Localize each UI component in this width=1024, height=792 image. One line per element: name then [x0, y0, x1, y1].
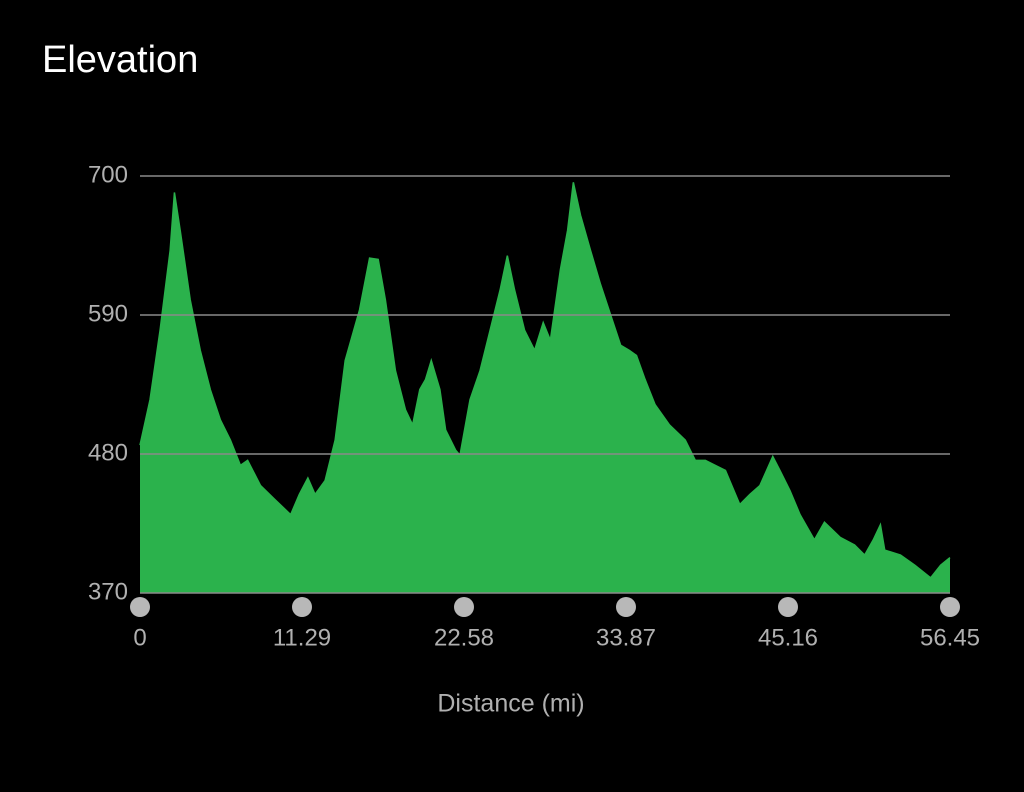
- x-tick-label: 33.87: [596, 624, 656, 651]
- x-tick-dot: [778, 597, 798, 617]
- chart-title: Elevation: [42, 39, 198, 81]
- x-tick-dot: [454, 597, 474, 617]
- y-tick-label: 590: [88, 300, 128, 327]
- x-tick-dot: [292, 597, 312, 617]
- y-tick-label: 700: [88, 161, 128, 188]
- area-fill: [140, 182, 950, 593]
- x-tick-label: 45.16: [758, 624, 818, 651]
- x-tick-label: 22.58: [434, 624, 494, 651]
- x-tick-label: 0: [133, 624, 146, 651]
- y-tick-label: 370: [88, 578, 128, 605]
- x-axis-label: Distance (mi): [437, 690, 584, 718]
- area-line: [139, 182, 951, 579]
- x-tick-label: 11.29: [273, 624, 331, 651]
- x-tick-label: 56.45: [920, 624, 980, 651]
- x-tick-dot: [940, 597, 960, 617]
- x-tick-dot: [616, 597, 636, 617]
- x-tick-dot: [130, 597, 150, 617]
- y-tick-label: 480: [88, 439, 128, 466]
